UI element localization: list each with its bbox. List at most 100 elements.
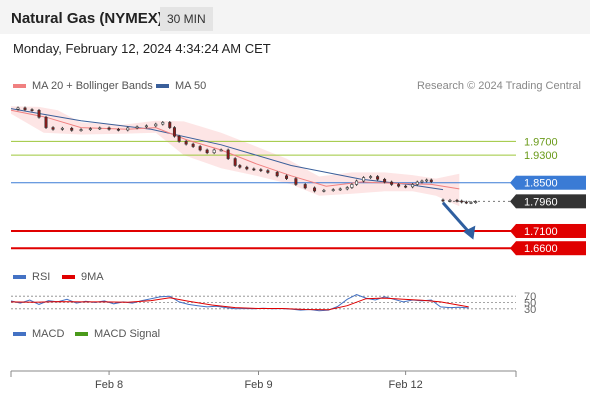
level-label-bg-1.7960	[516, 194, 586, 209]
candle-body	[177, 135, 181, 142]
candle-body	[116, 128, 120, 131]
rsi-ma-swatch	[62, 275, 75, 280]
legend-rsi: RSI	[13, 271, 50, 283]
research-credit: Research © 2024 Trading Central	[416, 80, 581, 92]
rsi-ma-legend-label: 9MA	[81, 271, 104, 284]
candle-body	[259, 169, 263, 171]
ma-bollinger-label: MA 20 + Bollinger Bands	[32, 80, 153, 93]
timeframe-badge[interactable]: 30 MIN	[160, 7, 213, 31]
header-bar: Natural Gas (NYMEX) 30 MIN	[0, 0, 590, 34]
instrument-title: Natural Gas (NYMEX)	[11, 10, 163, 27]
candle-body	[98, 127, 102, 130]
ma50-swatch	[156, 84, 169, 89]
candle-body	[397, 184, 401, 187]
macd-signal-legend-label: MACD Signal	[94, 328, 161, 341]
candle-body	[420, 180, 424, 183]
candle-post-gap-body	[460, 200, 464, 203]
candle-post-gap-body	[464, 201, 468, 204]
level-label-1.9700: 1.9700	[524, 136, 558, 148]
candle-body	[411, 184, 415, 188]
x-tick-label-Feb 8: Feb 8	[95, 379, 123, 391]
candle-body	[376, 176, 380, 180]
candle-body	[16, 107, 20, 110]
candle-body	[285, 175, 289, 179]
candle-body	[44, 116, 48, 128]
candle-body	[226, 149, 230, 159]
candle-post-gap-body	[455, 200, 459, 202]
candle-body	[198, 146, 202, 151]
candle-body	[252, 168, 256, 171]
candle-body	[322, 190, 326, 192]
candle-body	[144, 125, 148, 128]
candle-body	[168, 122, 172, 128]
bollinger-band	[11, 106, 460, 207]
rsi-level-label-50: 50	[524, 298, 536, 310]
rsi-swatch	[13, 275, 26, 280]
level-label-1.7960: 1.7960	[524, 196, 558, 208]
candlestick-group	[16, 106, 478, 205]
level-label-pointer-1.7960	[510, 194, 516, 209]
candle-body	[345, 187, 349, 190]
candle-body	[275, 172, 279, 177]
candle-body	[390, 181, 394, 185]
forecast-arrow-head	[463, 225, 476, 240]
candle-body	[154, 123, 158, 127]
level-label-bg-1.8500	[516, 175, 586, 190]
rsi-level-label-70: 70	[524, 291, 536, 303]
candle-body	[79, 129, 83, 131]
candle-body	[266, 170, 270, 173]
candle-post-gap-body	[474, 201, 478, 203]
level-label-1.7100: 1.7100	[524, 226, 558, 238]
level-label-bg-1.6600	[516, 241, 586, 256]
x-tick-label-Feb 9: Feb 9	[244, 379, 272, 391]
legend-9ma: 9MA	[62, 271, 104, 283]
candle-body	[212, 149, 216, 154]
candle-post-gap-body	[441, 199, 445, 202]
level-label-pointer-1.6600	[510, 241, 516, 256]
ma-bollinger-swatch	[13, 84, 26, 89]
candle-body	[331, 189, 335, 191]
candle-body	[126, 127, 130, 131]
candle-body	[51, 127, 55, 130]
level-label-pointer-1.8500	[510, 175, 516, 190]
candle-body	[172, 127, 176, 137]
forecast-arrow-shaft	[441, 201, 472, 235]
macd-legend-label: MACD	[32, 328, 65, 341]
legend-macd: MACD	[13, 328, 64, 340]
candle-body	[191, 143, 195, 147]
candle-body	[425, 179, 429, 182]
candle-body	[161, 122, 165, 125]
level-label-pointer-1.7100	[510, 223, 516, 238]
candle-body	[238, 165, 242, 168]
rsi-ma-line	[10, 297, 469, 311]
candle-body	[415, 181, 419, 185]
candle-body	[429, 179, 433, 182]
candle-body	[23, 107, 27, 110]
rsi-level-label-30: 30	[524, 304, 536, 316]
candle-body	[107, 127, 111, 130]
candle-body	[245, 166, 249, 170]
chart-datetime: Monday, February 12, 2024 4:34:24 AM CET	[13, 41, 271, 56]
candle-body	[233, 158, 237, 166]
rsi-legend-label: RSI	[32, 271, 51, 284]
candle-body	[88, 128, 92, 130]
candle-body	[37, 110, 41, 118]
candle-body	[294, 178, 298, 185]
candle-body	[205, 149, 209, 154]
candle-body	[60, 127, 64, 130]
candle-body	[303, 184, 307, 189]
candle-body	[355, 180, 359, 185]
macd-signal-swatch	[75, 332, 88, 337]
legend-macd-signal: MACD Signal	[75, 328, 160, 340]
candle-body	[404, 185, 408, 188]
candle-post-gap-body	[448, 200, 452, 202]
candle-body	[369, 176, 373, 178]
legend-ma50: MA 50	[156, 80, 206, 92]
level-label-1.8500: 1.8500	[524, 178, 558, 190]
ma50-label: MA 50	[175, 80, 207, 93]
candle-body	[135, 126, 139, 129]
candle-body	[184, 141, 188, 145]
candle-body	[383, 178, 387, 183]
candle-post-gap-body	[469, 202, 473, 204]
